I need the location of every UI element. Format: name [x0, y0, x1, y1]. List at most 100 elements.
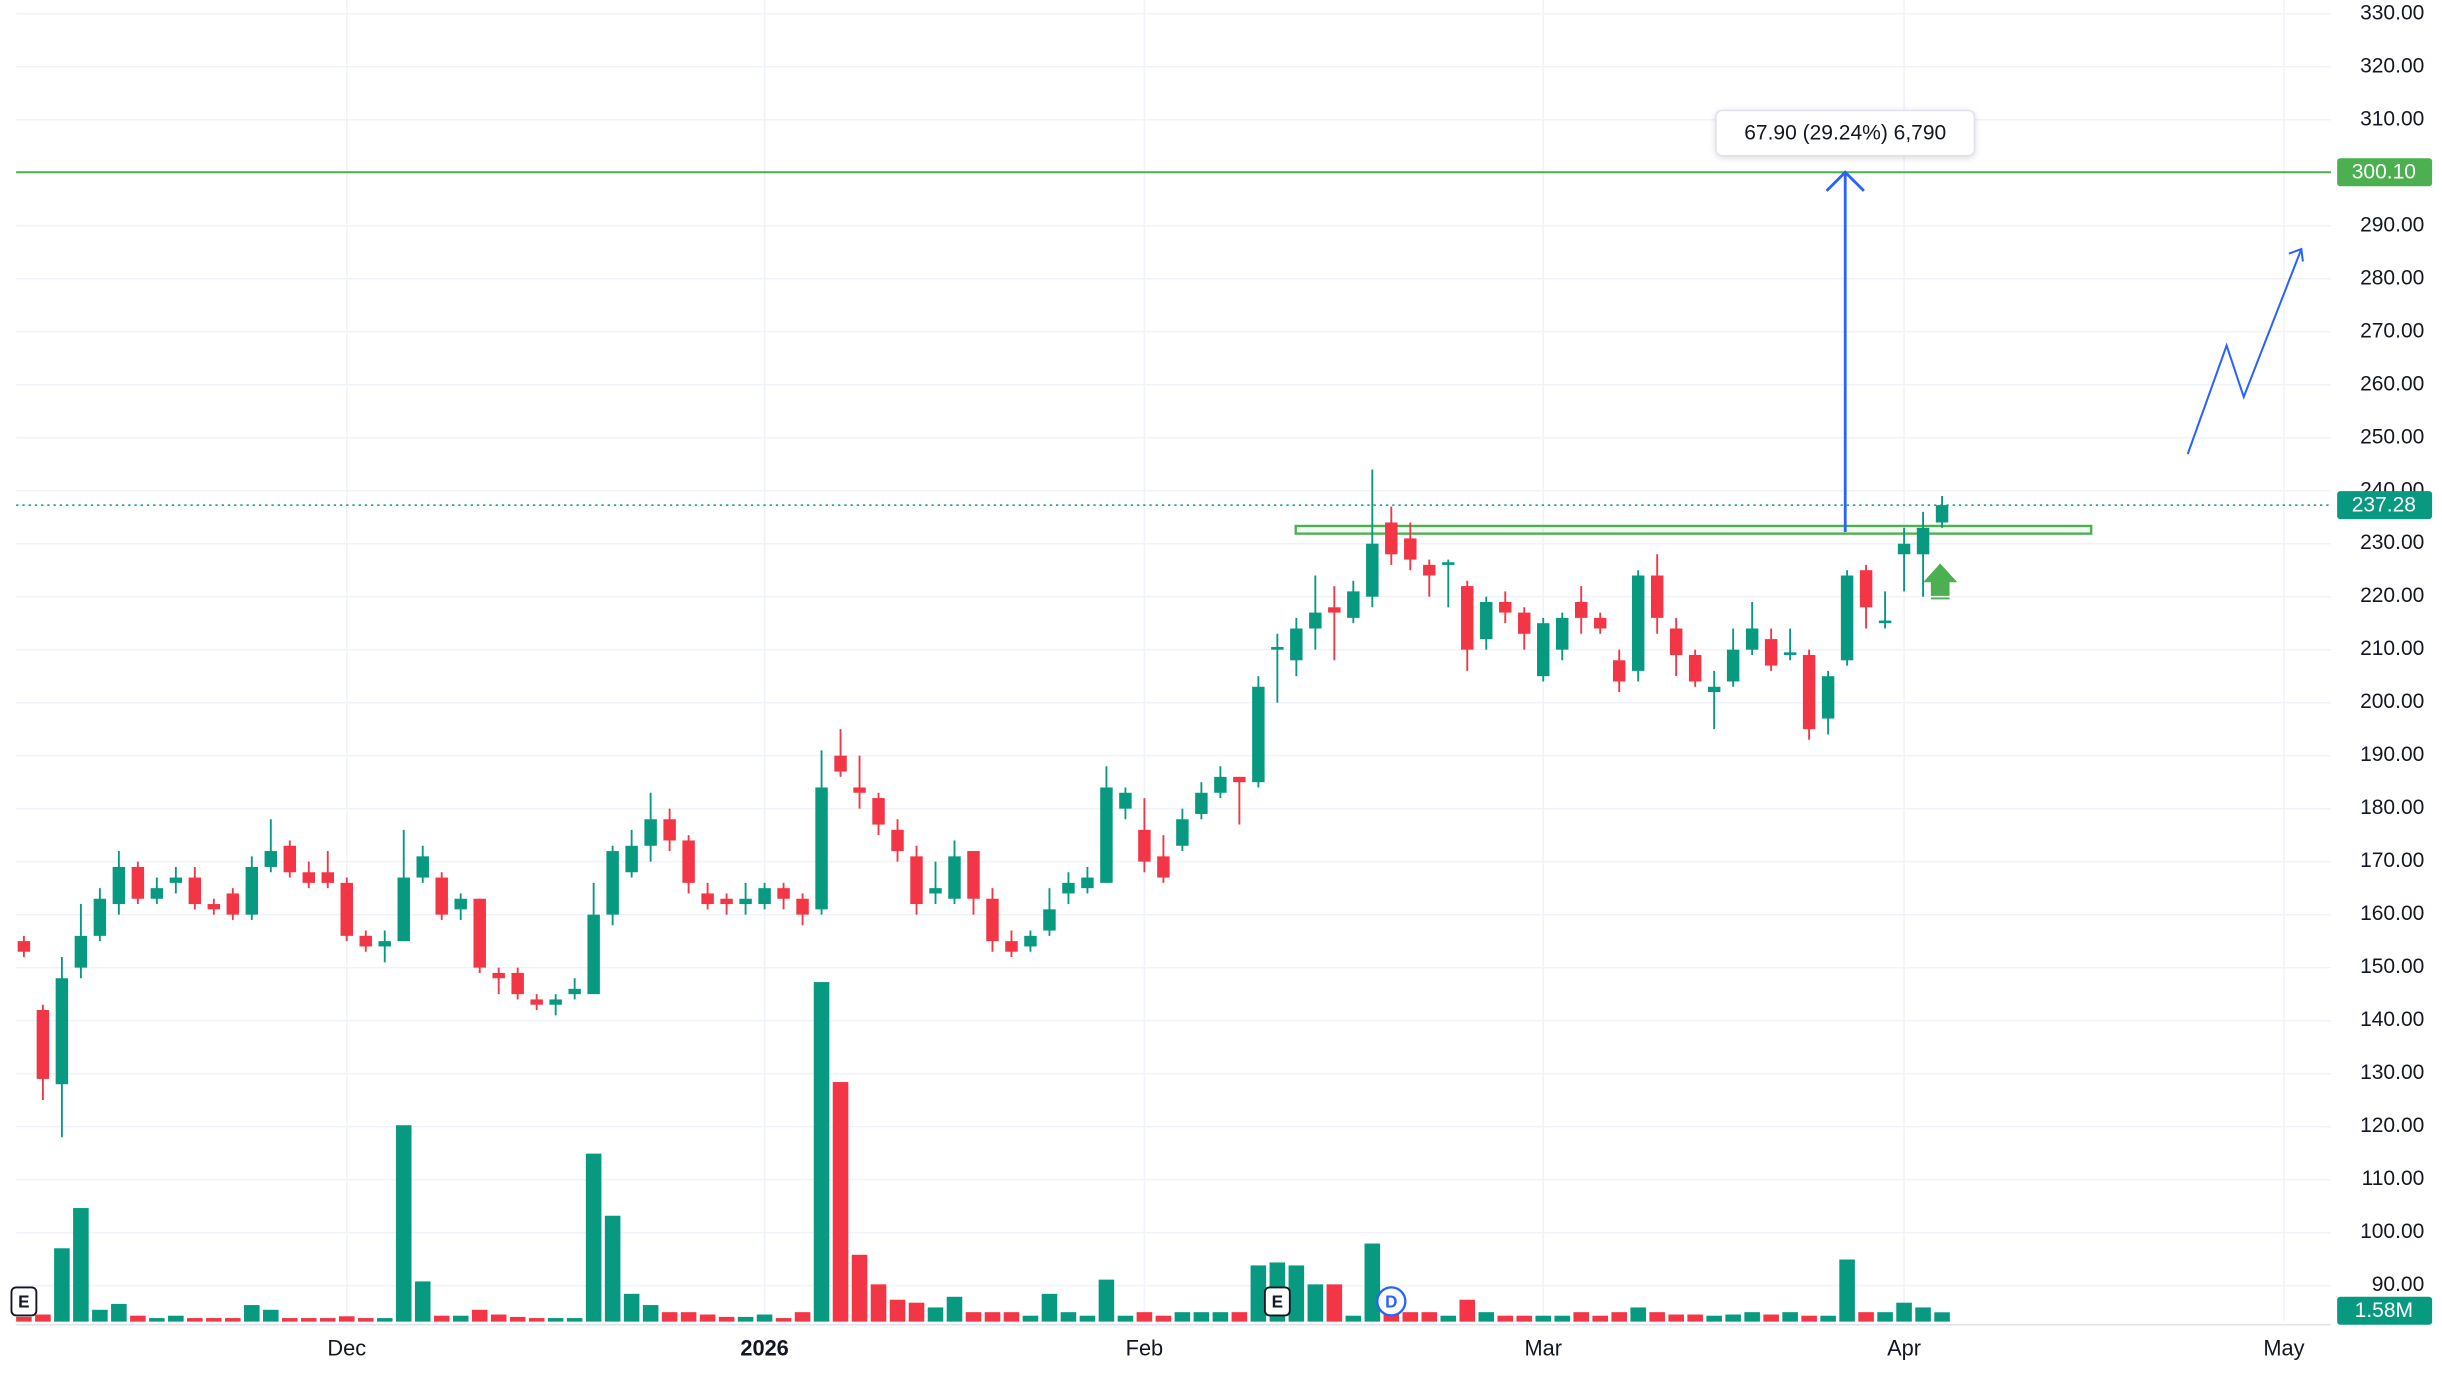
candle-body	[606, 851, 619, 915]
candle-body	[948, 856, 961, 899]
volume-bar	[1212, 1312, 1229, 1322]
y-tick-label: 290.00	[2360, 213, 2424, 236]
candle-body	[1764, 639, 1778, 666]
x-tick-label: Feb	[1126, 1335, 1164, 1360]
y-tick-label: 250.00	[2360, 425, 2424, 448]
candle-body	[568, 988, 581, 995]
breakout-arrow	[1923, 563, 1958, 600]
candle-body	[1233, 776, 1246, 783]
volume-bar	[225, 1318, 241, 1322]
volume-bar	[1535, 1315, 1552, 1322]
volume-bar	[509, 1316, 526, 1322]
volume-bar	[357, 1318, 374, 1322]
volume-bar	[73, 1208, 89, 1322]
volume-bar	[1858, 1312, 1874, 1322]
candle-body	[511, 972, 524, 995]
candle-body	[245, 866, 259, 915]
volume-bar	[54, 1248, 70, 1322]
volume-bar	[1611, 1312, 1627, 1322]
candle-body	[1138, 829, 1151, 862]
volume-bar	[1421, 1312, 1438, 1322]
measure-arrowhead	[1825, 170, 1865, 192]
y-tick-label: 140.00	[2360, 1008, 2424, 1031]
candle-body	[1840, 575, 1854, 661]
candle-body	[1442, 562, 1455, 565]
candle-body	[473, 898, 486, 968]
volume-bar	[1573, 1312, 1590, 1322]
last-volume-box	[2337, 1296, 2433, 1325]
candle-body	[777, 888, 790, 899]
candle-body	[644, 819, 657, 846]
y-tick-label: 160.00	[2360, 902, 2424, 925]
candle-body	[682, 840, 695, 883]
event-label: E	[18, 1292, 29, 1311]
candle-body	[93, 898, 107, 936]
volume-bar	[566, 1318, 583, 1322]
volume-bar	[452, 1315, 469, 1322]
volume-bar	[92, 1309, 108, 1322]
volume-bar	[149, 1318, 165, 1322]
volume-bar	[946, 1296, 963, 1322]
volume-bar	[1896, 1302, 1912, 1322]
volume-bar	[1725, 1314, 1741, 1322]
candle-body	[131, 866, 145, 899]
projection-path	[2186, 248, 2303, 455]
candle-body	[910, 856, 923, 905]
volume-bar	[433, 1315, 450, 1322]
candle-body	[530, 999, 543, 1005]
volume-bar	[1687, 1314, 1703, 1322]
volume-bar	[1801, 1315, 1817, 1322]
y-tick-label: 270.00	[2360, 319, 2424, 342]
volume-bar	[680, 1312, 697, 1322]
candle-body	[967, 851, 980, 899]
candle-body	[397, 877, 410, 942]
volume-bar	[1630, 1307, 1646, 1322]
event-marker	[10, 1286, 38, 1317]
candle-body	[1669, 628, 1683, 655]
candle-body	[872, 798, 885, 825]
volume-bar	[585, 1153, 602, 1322]
volume-bar	[16, 1316, 32, 1322]
volume-bar	[300, 1318, 317, 1322]
volume-bar	[471, 1309, 488, 1322]
candle-body	[1612, 660, 1626, 682]
candle-body	[1366, 543, 1379, 597]
y-tick-label: 230.00	[2360, 531, 2424, 554]
volume-bar	[737, 1316, 754, 1322]
volume-bar	[187, 1318, 203, 1322]
last-price-box	[2337, 491, 2433, 520]
volume-bar	[1250, 1265, 1267, 1322]
candle-body	[986, 898, 999, 942]
candle-body	[1935, 505, 1949, 523]
candle-body	[17, 941, 31, 952]
y-tick-label: 180.00	[2360, 796, 2424, 819]
last-price-label: 237.28	[2352, 493, 2416, 516]
candle-body	[1555, 617, 1569, 650]
candle-body	[1802, 654, 1816, 730]
candle-body	[321, 872, 334, 883]
volume-bar	[1934, 1312, 1950, 1322]
last-volume-label: 1.58M	[2355, 1299, 2413, 1322]
x-tick-label: Mar	[1524, 1335, 1562, 1360]
candle-body	[1537, 623, 1550, 677]
candle-body	[1650, 575, 1664, 618]
volume-bar	[851, 1254, 868, 1322]
candle-body	[1176, 819, 1189, 846]
candle-body	[1518, 612, 1531, 634]
candle-body	[891, 829, 904, 852]
candle-body	[1062, 882, 1075, 894]
volume-bar	[338, 1316, 355, 1322]
candle-body	[1631, 575, 1645, 671]
x-tick-label: May	[2263, 1335, 2304, 1360]
candle-body	[1423, 564, 1436, 576]
event-marker	[1376, 1286, 1407, 1317]
candle-body	[302, 872, 316, 883]
candle-body	[378, 941, 391, 947]
volume-bar	[965, 1312, 982, 1322]
candle-body	[359, 935, 372, 947]
candle-body	[492, 972, 505, 979]
volume-bar	[130, 1315, 146, 1322]
candle-body	[834, 755, 847, 772]
